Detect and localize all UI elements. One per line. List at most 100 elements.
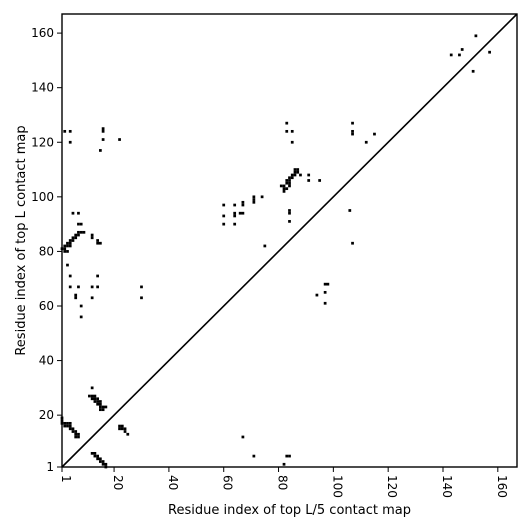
x-tick-label: 140 bbox=[440, 475, 454, 498]
contact-cell-upper bbox=[140, 296, 143, 300]
y-tick-label: 60 bbox=[39, 299, 54, 313]
contact-cell-upper bbox=[293, 170, 297, 174]
contact-cell-upper bbox=[252, 195, 256, 199]
contact-cell-upper bbox=[68, 129, 72, 133]
contact-cell-upper bbox=[74, 233, 78, 237]
contact-cell-upper bbox=[63, 250, 67, 253]
contact-cell-upper bbox=[77, 285, 80, 289]
contact-cell-lower bbox=[99, 405, 102, 409]
contact-cell-lower bbox=[101, 462, 105, 466]
contact-cell-lower bbox=[99, 460, 102, 463]
contact-cell-upper bbox=[90, 285, 94, 289]
contact-cell-lower bbox=[93, 451, 97, 455]
contact-cell-upper bbox=[351, 241, 354, 245]
x-tick-label: 120 bbox=[385, 475, 399, 498]
contact-cell-upper bbox=[351, 129, 354, 133]
diagonal-line bbox=[61, 13, 518, 468]
contact-cell-upper bbox=[99, 149, 102, 152]
contact-cell-upper bbox=[288, 220, 291, 223]
contact-cell-upper bbox=[279, 184, 283, 188]
contact-cell-lower bbox=[99, 408, 102, 412]
contact-cell-lower bbox=[63, 421, 67, 425]
contact-cell-lower bbox=[93, 394, 97, 398]
contact-cell-lower bbox=[68, 427, 72, 431]
contact-cell-lower bbox=[63, 424, 67, 428]
contact-cell-upper bbox=[68, 140, 72, 144]
contact-cell-upper bbox=[290, 173, 294, 177]
contact-cell-lower bbox=[74, 435, 78, 439]
y-tick-label: 100 bbox=[31, 190, 54, 204]
contact-cell-lower bbox=[288, 454, 291, 458]
contact-cell-upper bbox=[315, 293, 319, 297]
contact-cell-upper bbox=[71, 211, 75, 215]
contact-cell-upper bbox=[351, 121, 354, 125]
contact-cell-upper bbox=[326, 282, 330, 286]
x-tick-label: 40 bbox=[166, 475, 180, 490]
contact-cell-upper bbox=[285, 179, 289, 182]
contact-cell-lower bbox=[90, 397, 94, 401]
contact-cell-upper bbox=[233, 222, 237, 226]
contact-cell-upper bbox=[79, 222, 83, 226]
contact-cell-lower bbox=[96, 454, 99, 458]
y-tick-label: 20 bbox=[39, 408, 54, 422]
contact-cell-upper bbox=[288, 209, 291, 212]
contact-cell-lower bbox=[66, 424, 69, 428]
y-tick-label: 140 bbox=[31, 81, 54, 95]
x-tick-label: 20 bbox=[111, 475, 125, 490]
contact-cell-lower bbox=[96, 402, 99, 406]
contact-cell-upper bbox=[285, 181, 289, 185]
contact-cell-lower bbox=[118, 427, 121, 431]
contact-cell-upper bbox=[101, 138, 105, 141]
contact-cell-lower bbox=[90, 451, 94, 455]
contact-cell-lower bbox=[101, 405, 105, 409]
contact-cell-upper bbox=[285, 187, 289, 191]
contact-cell-upper bbox=[90, 233, 94, 237]
contact-cell-upper bbox=[296, 170, 300, 174]
contact-cell-lower bbox=[120, 424, 124, 428]
contact-cell-upper bbox=[66, 263, 69, 267]
contact-cell-upper bbox=[77, 233, 80, 237]
contact-cell-upper bbox=[82, 230, 86, 234]
contact-cell-lower bbox=[99, 457, 102, 461]
contact-cell-upper bbox=[96, 241, 99, 245]
contact-cell-upper bbox=[348, 209, 352, 212]
contact-cell-upper bbox=[74, 296, 78, 300]
contact-cell-upper bbox=[68, 285, 72, 289]
contact-cell-lower bbox=[96, 397, 99, 401]
contact-cell-upper bbox=[140, 285, 143, 289]
contact-cell-upper bbox=[323, 290, 327, 294]
contact-cell-upper bbox=[323, 301, 327, 305]
contact-cell-upper bbox=[63, 244, 67, 248]
y-tick-label: 1 bbox=[46, 460, 54, 474]
contact-cell-upper bbox=[96, 239, 99, 242]
contact-cell-upper bbox=[222, 222, 226, 226]
contact-cell-upper bbox=[241, 200, 245, 204]
contact-cell-lower bbox=[123, 427, 127, 431]
contact-cell-lower bbox=[120, 427, 124, 431]
contact-cell-lower bbox=[93, 400, 97, 403]
contact-cell-lower bbox=[285, 454, 289, 458]
contact-cell-upper bbox=[351, 132, 354, 136]
contact-cell-upper bbox=[99, 241, 102, 245]
contact-cell-lower bbox=[104, 405, 108, 409]
x-tick-label: 60 bbox=[221, 475, 235, 490]
contact-cell-upper bbox=[68, 274, 72, 278]
contact-cell-upper bbox=[241, 211, 245, 215]
contact-cell-upper bbox=[63, 129, 67, 133]
contact-cell-upper bbox=[74, 236, 78, 240]
y-axis-label: Residue index of top L contact map bbox=[14, 125, 29, 355]
contact-cell-upper bbox=[63, 247, 67, 251]
contact-cell-lower bbox=[123, 430, 127, 433]
contact-cell-upper bbox=[318, 179, 322, 182]
contact-cell-upper bbox=[449, 53, 453, 57]
contact-cell-upper bbox=[90, 236, 94, 240]
contact-cell-lower bbox=[77, 432, 80, 436]
contact-cell-upper bbox=[296, 168, 300, 171]
contact-cell-upper bbox=[458, 53, 461, 57]
contact-cell-lower bbox=[68, 424, 72, 428]
contact-cell-upper bbox=[233, 211, 237, 215]
contact-cell-upper bbox=[282, 190, 286, 193]
contact-cell-lower bbox=[90, 394, 94, 398]
